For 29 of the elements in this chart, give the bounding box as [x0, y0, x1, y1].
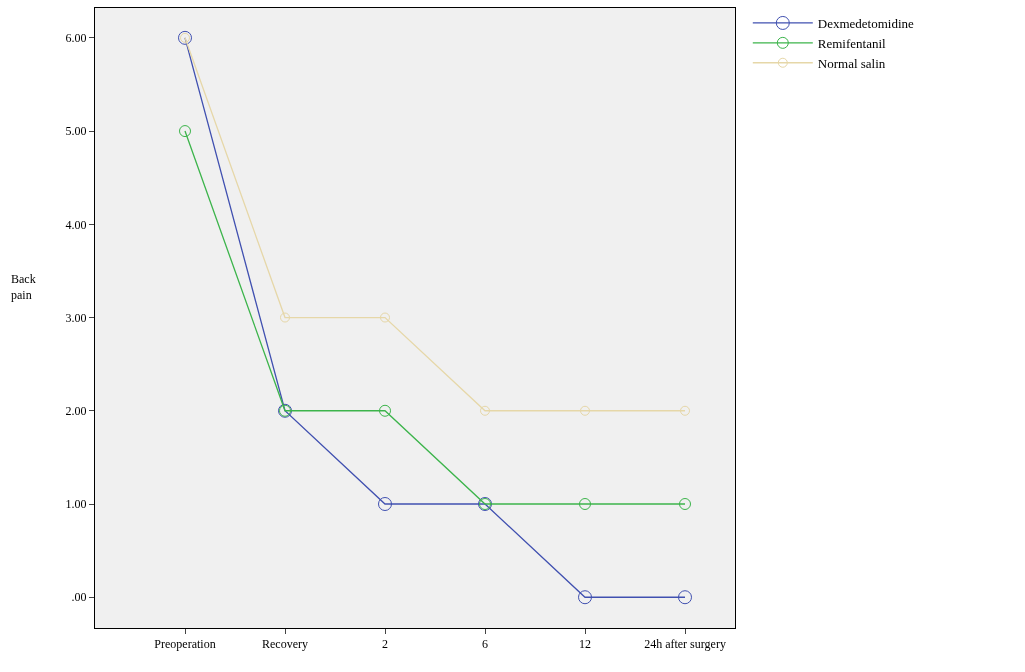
y-tick-label: 5.00 — [65, 124, 87, 139]
point — [379, 404, 391, 417]
x-tick-label: 24h after surgery — [644, 637, 726, 652]
y-axis-title: Back pain — [11, 272, 36, 302]
point — [580, 405, 590, 416]
x-tick-label: Preoperation — [154, 637, 216, 652]
y-tick-label: 2.00 — [65, 403, 87, 418]
legend-label: Dexmedetomidine — [817, 16, 915, 32]
x-tick-label: 6 — [482, 637, 488, 652]
point — [680, 405, 690, 416]
point — [280, 312, 290, 323]
y-tick-label: 3.00 — [65, 310, 87, 325]
y-tick-label: 1.00 — [65, 497, 87, 512]
legend-label: Remifentanil — [817, 35, 887, 51]
point — [679, 498, 691, 510]
point — [179, 125, 191, 138]
x-tick-label: 12 — [579, 637, 591, 652]
point — [579, 498, 591, 510]
x-tick-label: Recovery — [262, 637, 308, 652]
point — [378, 497, 392, 511]
point — [380, 312, 390, 323]
point — [578, 590, 592, 605]
point — [678, 590, 692, 605]
y-tick-label: 6.00 — [65, 31, 87, 46]
x-tick-label: 2 — [382, 637, 388, 652]
point — [480, 405, 490, 416]
y-tick-label: .00 — [71, 590, 87, 605]
y-tick-label: 4.00 — [65, 217, 87, 232]
legend-label: Normal salin — [817, 55, 886, 71]
